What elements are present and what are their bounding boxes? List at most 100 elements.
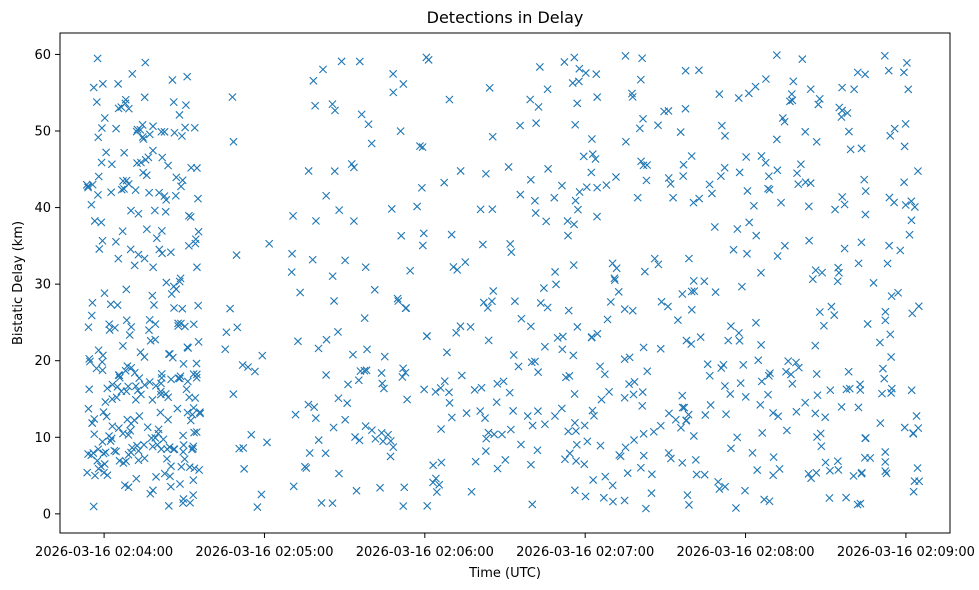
data-point [304,167,313,176]
data-point [620,393,629,402]
data-point [462,409,471,418]
data-point [694,66,703,75]
data-point [141,155,150,164]
data-point [679,160,688,169]
data-point [389,69,398,78]
data-point [182,385,191,394]
data-point [148,486,157,495]
data-point [528,421,537,430]
data-point [173,404,182,413]
data-point [126,426,135,435]
data-point [377,428,386,437]
data-point [442,348,451,357]
data-point [751,82,760,91]
data-point [134,456,143,465]
data-point [641,504,650,513]
data-point [263,438,271,447]
data-point [542,217,551,226]
data-point [896,246,905,255]
data-point [87,311,96,320]
data-point [487,297,496,306]
data-point [127,206,135,215]
data-point [526,175,535,184]
data-point [114,371,123,380]
data-point [526,95,535,104]
data-point [833,277,842,286]
data-point [507,248,516,257]
data-point [599,493,608,502]
data-point [322,191,331,200]
data-point [97,218,106,227]
data-point [314,436,323,445]
data-point [347,159,356,168]
data-point [509,406,518,415]
data-point [189,491,198,500]
data-point [84,323,93,332]
data-point [125,331,134,340]
data-point [531,357,539,366]
data-point [180,322,189,331]
data-point [757,377,766,386]
data-point [328,100,337,109]
data-point [843,108,852,117]
data-point [98,437,107,446]
data-point [429,478,437,487]
data-point [854,259,863,268]
data-point [705,371,714,380]
data-point [794,363,803,372]
data-point [484,428,493,437]
data-point [570,220,579,229]
data-point [860,175,869,184]
data-point [884,66,893,75]
data-point [801,127,810,136]
data-point [484,336,493,345]
data-point [844,127,853,136]
data-point [124,483,133,492]
data-point [880,374,889,383]
x-tick-label: 2026-03-16 02:06:00 [356,545,494,560]
data-point [680,403,689,412]
data-point [175,374,184,383]
data-point [737,282,746,291]
data-point [328,272,337,281]
data-point [192,263,201,272]
data-point [543,303,552,312]
data-point [531,209,540,218]
data-point [308,255,317,264]
data-point [94,464,103,473]
data-point [603,315,612,324]
data-point [570,418,579,427]
data-point [792,407,801,416]
data-point [93,54,102,63]
data-point [821,413,830,422]
data-point [88,298,97,307]
data-point [399,364,408,373]
data-point [587,168,596,177]
data-point [401,368,410,377]
data-point [379,384,388,393]
data-point [403,395,412,404]
data-point [913,464,922,473]
data-point [825,494,834,502]
data-point [105,325,114,334]
data-point [628,92,637,101]
data-point [610,274,619,283]
data-point [238,361,247,370]
y-tick-label: 20 [34,354,51,369]
data-point [194,337,203,346]
data-point [636,75,645,84]
data-point [777,198,786,207]
data-point [608,497,617,506]
data-point [899,68,908,77]
data-point [90,216,99,225]
data-point [689,431,698,440]
data-point [445,95,454,104]
data-point [456,166,465,175]
x-tick-label: 2026-03-16 02:04:00 [35,545,173,560]
data-point [482,434,491,443]
data-point [130,261,139,270]
data-point [189,403,198,412]
data-point [509,351,518,359]
data-point [861,187,870,196]
data-point [536,298,545,307]
